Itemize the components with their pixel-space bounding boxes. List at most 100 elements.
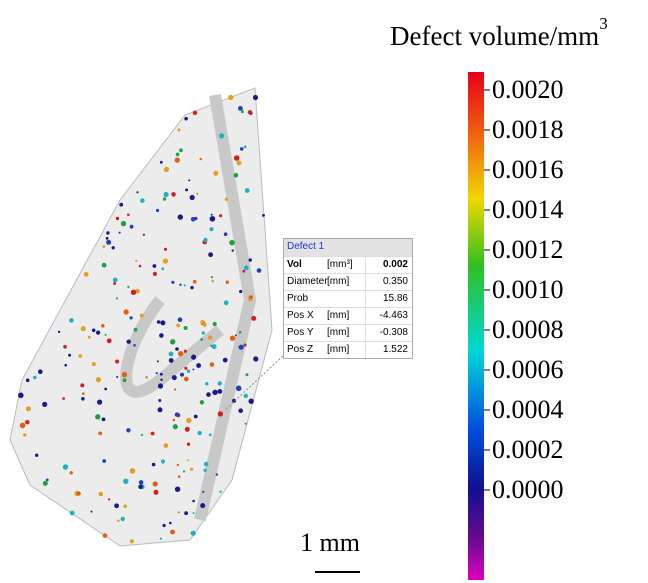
defect-dot bbox=[169, 522, 172, 525]
defect-dot bbox=[243, 344, 246, 347]
defect-dot bbox=[46, 479, 49, 482]
defect-dot bbox=[164, 248, 167, 251]
defect-dot bbox=[223, 358, 228, 363]
defect-dot bbox=[177, 464, 179, 466]
defect-dot bbox=[140, 198, 145, 203]
defect-dot bbox=[130, 225, 134, 229]
colorbar-tick-label: 0.0010 bbox=[492, 277, 564, 303]
defect-dot bbox=[176, 324, 180, 328]
defect-dot bbox=[119, 203, 123, 207]
colorbar-tick-label: 0.0008 bbox=[492, 317, 564, 343]
defect-dot bbox=[160, 320, 165, 325]
defect-dot bbox=[113, 278, 118, 283]
defect-dot bbox=[183, 470, 185, 472]
defect-dot bbox=[170, 530, 175, 535]
defect-dot bbox=[234, 155, 240, 161]
info-name: Vol bbox=[284, 257, 327, 273]
defect-dot bbox=[116, 217, 119, 220]
defect-dot bbox=[245, 423, 247, 425]
defect-dot bbox=[108, 498, 110, 500]
defect-dot bbox=[164, 443, 169, 448]
colorbar-tick-label: 0.0014 bbox=[492, 197, 564, 223]
colorbar-ticks bbox=[484, 90, 490, 490]
defect-dot bbox=[224, 300, 229, 305]
defect-dot bbox=[218, 411, 223, 416]
defect-dot bbox=[184, 326, 188, 330]
defect-dot bbox=[228, 95, 233, 100]
defect-dot bbox=[131, 290, 136, 295]
defect-dot bbox=[84, 272, 89, 277]
defect-dot bbox=[153, 272, 157, 276]
defect-dot bbox=[235, 334, 237, 336]
defect-dot bbox=[69, 318, 74, 323]
defect-dot bbox=[130, 316, 133, 319]
defect-dot bbox=[187, 443, 190, 446]
info-name: Pos Y bbox=[284, 325, 327, 341]
defect-dot bbox=[204, 469, 207, 472]
defect-dot bbox=[102, 459, 106, 463]
defect-dot bbox=[211, 280, 214, 283]
defect-dot bbox=[97, 400, 102, 405]
defect-dot bbox=[187, 459, 189, 461]
defect-dot bbox=[239, 345, 244, 350]
defect-dot bbox=[190, 468, 193, 471]
defect-dot bbox=[211, 276, 213, 278]
defect-dot bbox=[161, 267, 164, 270]
defect-dot bbox=[200, 503, 205, 508]
defect-dot bbox=[134, 328, 138, 332]
defect-dot bbox=[38, 369, 43, 374]
defect-dot bbox=[136, 191, 138, 193]
defect-dot bbox=[175, 347, 179, 351]
colorbar-tick-label: 0.0020 bbox=[492, 77, 564, 103]
defect-dot bbox=[123, 505, 127, 509]
defect-dot bbox=[151, 432, 155, 436]
defect-dot bbox=[63, 345, 67, 349]
defect-dot bbox=[178, 317, 183, 322]
defect-dot bbox=[113, 282, 116, 285]
defect-dot bbox=[185, 188, 188, 191]
defect-dot bbox=[230, 336, 235, 341]
defect-dot bbox=[238, 106, 243, 111]
defect-dot bbox=[163, 524, 166, 527]
defect-dot bbox=[239, 331, 242, 334]
defect-dot bbox=[240, 147, 244, 151]
info-row: Vol[mm³]0.002 bbox=[284, 256, 412, 273]
defect-dot bbox=[209, 227, 213, 231]
defect-dot bbox=[163, 258, 168, 263]
defect-dot bbox=[63, 464, 68, 469]
defect-dot bbox=[92, 329, 96, 333]
info-name: Pos Z bbox=[284, 342, 327, 358]
defect-dot bbox=[249, 295, 253, 299]
defect-dot bbox=[184, 117, 188, 121]
defect-dot bbox=[173, 424, 178, 429]
defect-dot bbox=[156, 372, 158, 374]
colorbar-tick-label: 0.0006 bbox=[492, 357, 564, 383]
defect-dot bbox=[157, 360, 159, 362]
defect-dot bbox=[159, 333, 164, 338]
defect-dot bbox=[117, 520, 120, 523]
defect-dot bbox=[158, 383, 163, 388]
defect-dot bbox=[193, 111, 197, 115]
defect-dot bbox=[236, 386, 242, 392]
defect-dot bbox=[190, 195, 195, 200]
colorbar bbox=[468, 72, 484, 580]
defect-dot bbox=[212, 344, 217, 349]
defect-dot bbox=[127, 340, 131, 344]
defect-dot bbox=[127, 214, 130, 217]
defect-dot bbox=[138, 485, 142, 489]
defect-dot bbox=[193, 512, 195, 514]
defect-dot bbox=[169, 352, 174, 357]
defect-dot bbox=[126, 428, 130, 432]
defect-dot bbox=[101, 324, 105, 328]
defect-dot bbox=[64, 364, 67, 367]
defect-dot bbox=[164, 192, 169, 197]
defect-dot bbox=[123, 378, 127, 382]
defect-dot bbox=[116, 297, 118, 299]
defect-dot bbox=[104, 388, 107, 391]
defect-dot bbox=[202, 491, 204, 493]
defect-dot bbox=[178, 511, 180, 513]
defect-dot bbox=[119, 232, 121, 234]
defect-dot bbox=[70, 471, 73, 474]
defect-dot bbox=[175, 412, 179, 416]
